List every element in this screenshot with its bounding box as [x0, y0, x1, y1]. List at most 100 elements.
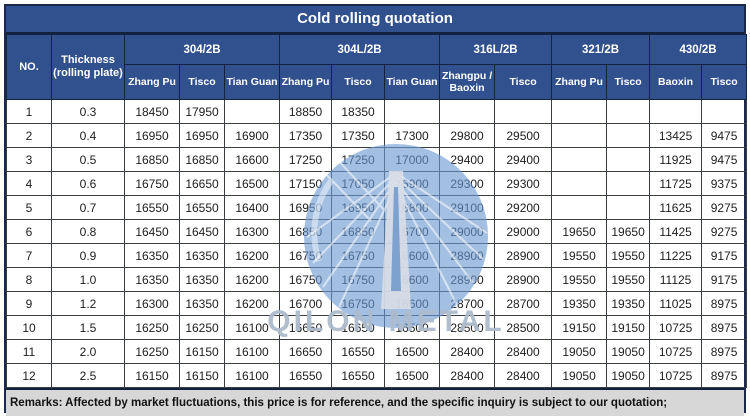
price-cell: 29300 [494, 171, 553, 196]
price-cell: 19050 [606, 363, 651, 388]
thickness-cell: 0.4 [51, 123, 125, 148]
thickness-cell: 0.3 [51, 99, 125, 124]
price-cell: 16200 [223, 291, 281, 316]
quotation-sheet: Cold rolling quotation NO. Thickness (ro… [4, 4, 748, 416]
table-row: 6 0.8 16450 16450 16300 16850 16850 16700 29000 2… [6, 219, 748, 244]
price-cell: 16600 [384, 291, 441, 316]
col-header-tisco: Tisco [494, 64, 553, 100]
table-row: 4 0.6 16750 16650 16500 17150 17050 16900 29300 2… [6, 171, 748, 196]
price-cell [606, 123, 651, 148]
price-cell: 17250 [331, 147, 386, 172]
price-cell: 28900 [494, 267, 553, 292]
price-cell: 16650 [179, 171, 225, 196]
group-header-304-2b: 304/2B [123, 34, 281, 65]
price-cell: 9475 [701, 147, 748, 172]
price-cell: 16950 [124, 123, 180, 148]
thickness-cell: 1.0 [51, 267, 125, 292]
thickness-cell: 1.2 [51, 291, 125, 316]
price-cell: 28400 [439, 339, 496, 364]
table-row: 7 0.9 16350 16350 16200 16750 16750 16600 28900 2… [6, 243, 748, 268]
price-cell [439, 99, 496, 124]
table-row: 2 0.4 16950 16950 16900 17350 17350 17300 29800 2… [6, 123, 748, 148]
col-header-thickness: Thickness (rolling plate) [51, 34, 125, 100]
table-row: 1 0.3 18450 17950 18850 18350 [6, 99, 748, 124]
price-cell: 19550 [606, 243, 651, 268]
price-cell: 9175 [701, 267, 748, 292]
price-cell: 16550 [179, 195, 225, 220]
price-cell: 29100 [439, 195, 496, 220]
price-cell: 17300 [384, 123, 441, 148]
price-cell [494, 99, 553, 124]
price-cell [551, 99, 608, 124]
price-cell: 16300 [223, 219, 281, 244]
price-cell: 16750 [331, 291, 386, 316]
col-header-tisco: Tisco [331, 64, 386, 100]
price-cell: 19550 [551, 267, 608, 292]
col-header-zhang-pu: Zhang Pu [551, 64, 608, 100]
price-cell: 16450 [179, 219, 225, 244]
price-cell: 19650 [551, 219, 608, 244]
table-row: 5 0.7 16550 16550 16400 16950 16950 16800 29100 2… [6, 195, 748, 220]
price-cell: 19550 [551, 243, 608, 268]
price-cell [551, 195, 608, 220]
price-cell: 16350 [179, 243, 225, 268]
price-cell: 16600 [223, 147, 281, 172]
thickness-label-line1: Thickness [61, 53, 115, 66]
price-cell: 16350 [179, 267, 225, 292]
row-number-cell: 3 [6, 147, 52, 172]
price-cell: 11125 [649, 267, 703, 292]
price-cell: 16900 [384, 171, 441, 196]
price-cell: 10725 [649, 315, 703, 340]
price-cell: 28500 [494, 315, 553, 340]
price-cell: 17950 [179, 99, 225, 124]
price-cell: 11425 [649, 219, 703, 244]
price-cell: 17350 [279, 123, 333, 148]
price-cell [649, 99, 703, 124]
thickness-cell: 0.7 [51, 195, 125, 220]
quotation-table-body: 1 0.3 18450 17950 18850 18350 2 0.4 16950 16950 16… [6, 99, 748, 388]
col-header-tian-guan: Tian Guan [223, 64, 281, 100]
price-cell: 19650 [606, 219, 651, 244]
price-cell: 29300 [439, 171, 496, 196]
table-row: 10 1.5 16250 16250 16100 16650 16650 16500 28500… [6, 315, 748, 340]
table-row: 9 1.2 16300 16350 16200 16700 16750 16600 28700 2… [6, 291, 748, 316]
price-cell: 29200 [494, 195, 553, 220]
thickness-label-line2: (rolling plate) [53, 67, 123, 79]
price-cell: 11925 [649, 147, 703, 172]
page-title: Cold rolling quotation [6, 6, 744, 34]
price-cell: 16250 [124, 339, 180, 364]
row-number-cell: 4 [6, 171, 52, 196]
price-cell: 19050 [551, 339, 608, 364]
price-cell: 19350 [551, 291, 608, 316]
price-cell: 16100 [223, 315, 281, 340]
price-cell: 16750 [331, 267, 386, 292]
price-cell: 16700 [279, 291, 333, 316]
price-cell: 10725 [649, 339, 703, 364]
price-cell: 17350 [331, 123, 386, 148]
price-cell: 16700 [384, 219, 441, 244]
price-cell: 19550 [606, 267, 651, 292]
price-cell: 28700 [439, 291, 496, 316]
price-cell: 17000 [384, 147, 441, 172]
price-cell: 8975 [701, 315, 748, 340]
price-cell: 29000 [439, 219, 496, 244]
col-header-tisco: Tisco [701, 64, 748, 100]
price-cell: 19050 [551, 363, 608, 388]
price-cell: 16850 [179, 147, 225, 172]
price-cell: 19150 [606, 315, 651, 340]
price-cell: 16550 [279, 363, 333, 388]
price-cell: 9275 [701, 195, 748, 220]
price-cell: 16150 [179, 339, 225, 364]
price-cell: 9175 [701, 243, 748, 268]
remarks-text: Remarks: Affected by market fluctuations… [6, 388, 744, 416]
price-cell: 16350 [124, 243, 180, 268]
col-header-zhang-pu: Zhang Pu [279, 64, 333, 100]
price-cell: 16850 [279, 219, 333, 244]
col-header-baoxin: Baoxin [649, 64, 703, 100]
col-header-no: NO. [6, 34, 52, 100]
price-cell: 11025 [649, 291, 703, 316]
group-header-321-2b: 321/2B [551, 34, 651, 65]
price-cell: 28400 [494, 363, 553, 388]
price-cell: 16750 [331, 243, 386, 268]
price-cell: 16100 [223, 339, 281, 364]
